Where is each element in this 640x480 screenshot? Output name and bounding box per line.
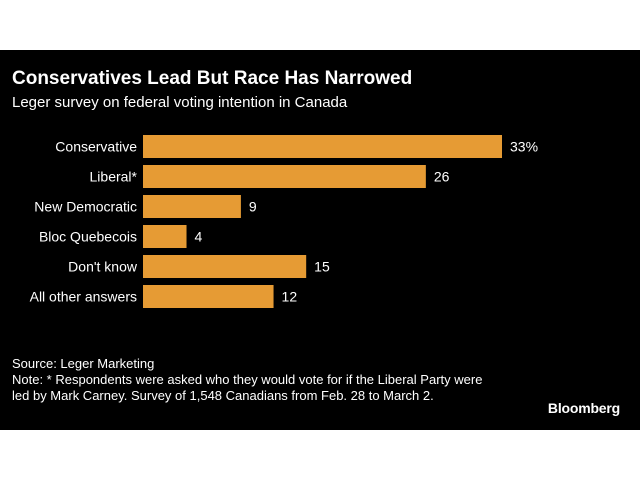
category-label: Liberal*	[90, 169, 138, 185]
bar	[143, 165, 426, 188]
bar	[143, 285, 274, 308]
category-label: Don't know	[68, 259, 138, 275]
bar	[143, 195, 241, 218]
value-label: 15	[314, 259, 330, 275]
category-label: Conservative	[55, 139, 137, 155]
methodology-note: Note: * Respondents were asked who they …	[12, 372, 483, 403]
value-label: 9	[249, 199, 257, 215]
bar-chart: Conservative 33% Liberal* 26 New Democratic 9…	[30, 135, 538, 308]
bar	[143, 225, 187, 248]
value-label: 33%	[510, 139, 538, 155]
chart-title: Conservatives Lead But Race Has Narrowed	[12, 68, 413, 89]
category-label: All other answers	[30, 289, 137, 305]
chart-panel: Conservatives Lead But Race Has Narrowed…	[0, 50, 640, 430]
value-label: 12	[282, 289, 298, 305]
value-label: 4	[195, 229, 203, 245]
category-label: New Democratic	[34, 199, 137, 215]
bar	[143, 135, 502, 158]
bloomberg-logo: Bloomberg	[547, 400, 620, 416]
chart-subtitle: Leger survey on federal voting intention…	[12, 94, 348, 111]
category-label: Bloc Quebecois	[39, 229, 137, 245]
chart-footer: Source: Leger Marketing Note: * Responde…	[12, 356, 502, 404]
value-label: 26	[434, 169, 450, 185]
bar	[143, 255, 307, 278]
source-note: Source: Leger Marketing	[12, 356, 155, 371]
